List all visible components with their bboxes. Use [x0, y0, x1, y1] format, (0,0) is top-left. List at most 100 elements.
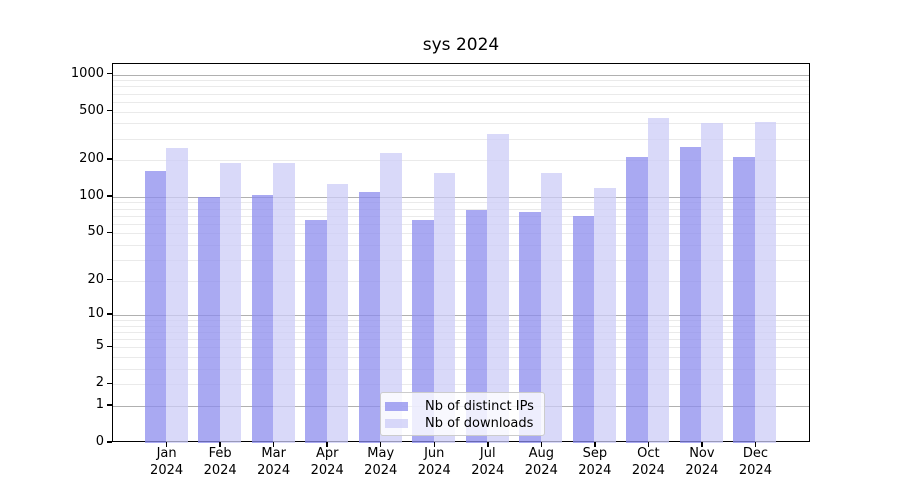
legend-label-downloads: Nb of downloads [425, 416, 534, 431]
gridline-minor [113, 332, 809, 334]
x-tick-mark [272, 442, 275, 447]
gridline-minor [113, 347, 809, 349]
x-tick-label-month: Apr [315, 446, 339, 461]
bar-nov-downloads [701, 123, 723, 443]
x-tick-label-month: May [367, 446, 395, 461]
y-tick-label: 5 [95, 338, 104, 354]
gridline-minor [113, 384, 809, 386]
x-tick-label-month: Dec [742, 446, 768, 461]
bar-oct-downloads [647, 118, 670, 443]
gridline-minor [113, 233, 809, 235]
x-tick-mark [379, 442, 382, 447]
gridline-minor [113, 138, 809, 140]
x-tick-label-year: 2024 [203, 462, 237, 478]
bar-dec-downloads [754, 122, 777, 443]
y-tick-label: 200 [79, 151, 104, 167]
x-tick-label-may: May 2024 [349, 446, 413, 479]
plot-area [112, 63, 810, 443]
x-tick-label-jun: Jun 2024 [402, 446, 466, 479]
y-tick-label: 20 [87, 271, 104, 287]
bar-dec-distinct-ips [733, 156, 755, 443]
legend-label-distinct-ips: Nb of distinct IPs [425, 399, 534, 414]
bar-jun-downloads [433, 173, 456, 443]
bar-jan-distinct-ips [144, 171, 167, 443]
y-tick-mark [106, 72, 112, 75]
y-tick-label: 50 [87, 224, 104, 240]
legend-swatch-downloads-icon [385, 418, 408, 429]
bar-may-downloads [380, 152, 402, 443]
gridline-minor [113, 123, 809, 125]
y-tick-mark [106, 231, 112, 234]
x-tick-label-year: 2024 [257, 462, 291, 478]
x-tick-mark [701, 442, 703, 447]
legend-swatch-distinct-ips-icon [385, 401, 408, 412]
chart-title: sys 2024 [422, 35, 500, 55]
gridline-minor [113, 80, 809, 82]
bar-jun-distinct-ips [412, 219, 434, 443]
x-tick-label-month: Jun [424, 446, 445, 461]
x-tick-mark [219, 442, 221, 447]
bar-jul-downloads [487, 133, 509, 443]
x-tick-label-year: 2024 [310, 462, 344, 478]
x-tick-label-oct: Oct 2024 [616, 446, 680, 479]
gridline-minor [113, 160, 809, 162]
bar-feb-downloads [219, 163, 242, 443]
bar-sep-distinct-ips [572, 215, 595, 443]
x-tick-label-sep: Sep 2024 [563, 446, 627, 479]
gridline-minor [113, 325, 809, 327]
bar-mar-downloads [273, 162, 295, 443]
x-tick-label-month: Nov [689, 446, 715, 461]
y-tick-mark [106, 313, 112, 315]
x-tick-label-year: 2024 [364, 462, 398, 478]
x-tick-label-year: 2024 [631, 462, 665, 478]
y-tick-label: 2 [95, 375, 104, 391]
legend-item-downloads: Nb of downloads [385, 415, 544, 432]
y-tick-mark [106, 195, 112, 197]
bar-jul-distinct-ips [465, 210, 488, 443]
x-tick-mark [165, 442, 168, 447]
x-tick-label-apr: Apr 2024 [295, 446, 359, 479]
y-tick-label: 0 [95, 434, 104, 449]
gridline-minor [113, 215, 809, 217]
x-tick-label-month: Oct [637, 446, 660, 461]
gridline-minor [113, 320, 809, 322]
gridline-minor [113, 101, 809, 103]
x-tick-label-year: 2024 [150, 462, 184, 478]
y-tick-label: 100 [79, 187, 104, 203]
gridline-minor [113, 339, 809, 341]
gridline-minor [113, 357, 809, 359]
x-tick-label-nov: Nov 2024 [670, 446, 734, 479]
gridline-minor [113, 369, 809, 371]
gridline-minor [113, 202, 809, 204]
x-tick-label-aug: Aug 2024 [509, 446, 573, 479]
gridline-minor [113, 111, 809, 113]
bar-aug-distinct-ips [519, 212, 541, 443]
x-tick-mark [594, 442, 596, 447]
y-tick-mark [106, 345, 112, 348]
x-tick-label-month: Feb [208, 446, 232, 461]
gridline-major [113, 196, 809, 198]
gridline-minor [113, 208, 809, 210]
y-tick-mark [106, 441, 112, 443]
legend: Nb of distinct IPs Nb of downloads [380, 392, 545, 436]
bar-feb-distinct-ips [198, 196, 220, 443]
x-tick-label-jul: Jul 2024 [456, 446, 520, 479]
y-tick-mark [106, 382, 112, 385]
bar-nov-distinct-ips [679, 146, 702, 443]
bar-jan-downloads [166, 148, 188, 443]
bar-mar-distinct-ips [251, 194, 274, 443]
y-tick-mark [106, 278, 112, 281]
y-tick-label: 1000 [70, 65, 104, 81]
bar-aug-downloads [540, 172, 563, 443]
x-tick-label-year: 2024 [738, 462, 772, 478]
x-tick-label-year: 2024 [685, 462, 719, 478]
gridline-minor [113, 93, 809, 95]
bar-may-distinct-ips [358, 192, 381, 443]
x-tick-label-mar: Mar 2024 [242, 446, 306, 479]
gridline-minor [113, 223, 809, 225]
gridline-minor [113, 86, 809, 88]
x-tick-label-dec: Dec 2024 [723, 446, 787, 479]
x-tick-mark [647, 442, 650, 447]
y-tick-label: 10 [87, 306, 104, 322]
bar-sep-downloads [594, 187, 616, 443]
